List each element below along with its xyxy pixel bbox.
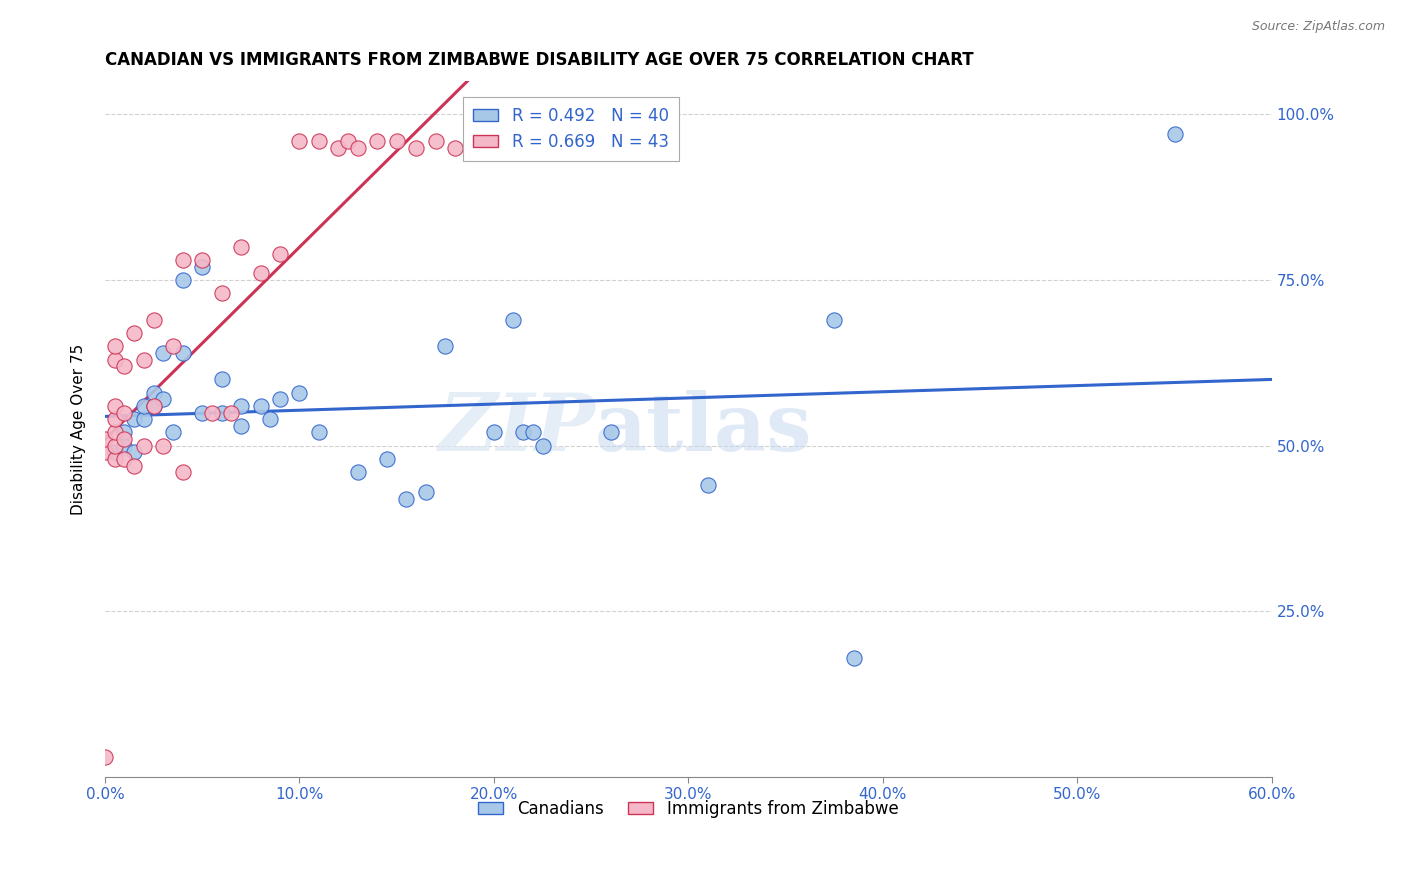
Point xyxy=(211,286,233,301)
Point xyxy=(162,425,184,440)
Text: atlas: atlas xyxy=(595,390,813,468)
Point xyxy=(502,313,524,327)
Point xyxy=(346,140,368,154)
Point xyxy=(104,412,127,426)
Point xyxy=(142,313,165,327)
Point xyxy=(172,273,194,287)
Point xyxy=(132,352,155,367)
Point xyxy=(104,399,127,413)
Point xyxy=(94,750,117,764)
Text: Source: ZipAtlas.com: Source: ZipAtlas.com xyxy=(1251,20,1385,33)
Point xyxy=(114,359,136,374)
Point xyxy=(94,432,117,446)
Point xyxy=(269,246,291,260)
Y-axis label: Disability Age Over 75: Disability Age Over 75 xyxy=(72,343,86,515)
Point xyxy=(122,458,145,473)
Point xyxy=(114,405,136,419)
Point xyxy=(152,439,174,453)
Point xyxy=(132,399,155,413)
Point xyxy=(288,134,311,148)
Point xyxy=(444,140,467,154)
Point xyxy=(152,346,174,360)
Point xyxy=(696,478,718,492)
Point xyxy=(231,418,253,433)
Point xyxy=(231,399,253,413)
Point xyxy=(308,425,330,440)
Point xyxy=(122,326,145,340)
Point xyxy=(191,260,214,274)
Point xyxy=(104,445,127,459)
Point xyxy=(122,445,145,459)
Point xyxy=(142,399,165,413)
Point xyxy=(522,425,544,440)
Point xyxy=(122,412,145,426)
Point xyxy=(104,339,127,353)
Point xyxy=(482,425,505,440)
Point xyxy=(191,253,214,268)
Point xyxy=(172,253,194,268)
Point xyxy=(366,134,388,148)
Point xyxy=(463,140,485,154)
Point xyxy=(249,267,271,281)
Point xyxy=(191,405,214,419)
Point xyxy=(114,451,136,466)
Point xyxy=(823,313,845,327)
Point xyxy=(211,372,233,386)
Text: CANADIAN VS IMMIGRANTS FROM ZIMBABWE DISABILITY AGE OVER 75 CORRELATION CHART: CANADIAN VS IMMIGRANTS FROM ZIMBABWE DIS… xyxy=(105,51,973,69)
Point xyxy=(395,491,418,506)
Point xyxy=(132,412,155,426)
Point xyxy=(288,385,311,400)
Legend: Canadians, Immigrants from Zimbabwe: Canadians, Immigrants from Zimbabwe xyxy=(471,793,905,824)
Point xyxy=(249,399,271,413)
Point xyxy=(405,140,427,154)
Point xyxy=(211,405,233,419)
Point xyxy=(172,346,194,360)
Point xyxy=(104,451,127,466)
Point xyxy=(337,134,360,148)
Point xyxy=(94,445,117,459)
Point xyxy=(104,425,127,440)
Point xyxy=(114,432,136,446)
Point xyxy=(385,134,408,148)
Point xyxy=(104,352,127,367)
Point xyxy=(482,134,505,148)
Point xyxy=(221,405,243,419)
Point xyxy=(269,392,291,407)
Text: ZIP: ZIP xyxy=(439,391,595,468)
Point xyxy=(415,485,437,500)
Point xyxy=(512,425,534,440)
Point xyxy=(842,650,865,665)
Point xyxy=(346,465,368,479)
Point xyxy=(531,439,554,453)
Point xyxy=(231,240,253,254)
Point xyxy=(375,451,398,466)
Point xyxy=(132,439,155,453)
Point xyxy=(308,134,330,148)
Point xyxy=(259,412,281,426)
Point xyxy=(328,140,350,154)
Point xyxy=(599,425,621,440)
Point xyxy=(434,339,457,353)
Point xyxy=(162,339,184,353)
Point xyxy=(142,385,165,400)
Point xyxy=(142,399,165,413)
Point xyxy=(201,405,224,419)
Point xyxy=(425,134,447,148)
Point xyxy=(114,439,136,453)
Point xyxy=(114,425,136,440)
Point xyxy=(152,392,174,407)
Point xyxy=(1163,128,1185,142)
Point xyxy=(104,439,127,453)
Point xyxy=(172,465,194,479)
